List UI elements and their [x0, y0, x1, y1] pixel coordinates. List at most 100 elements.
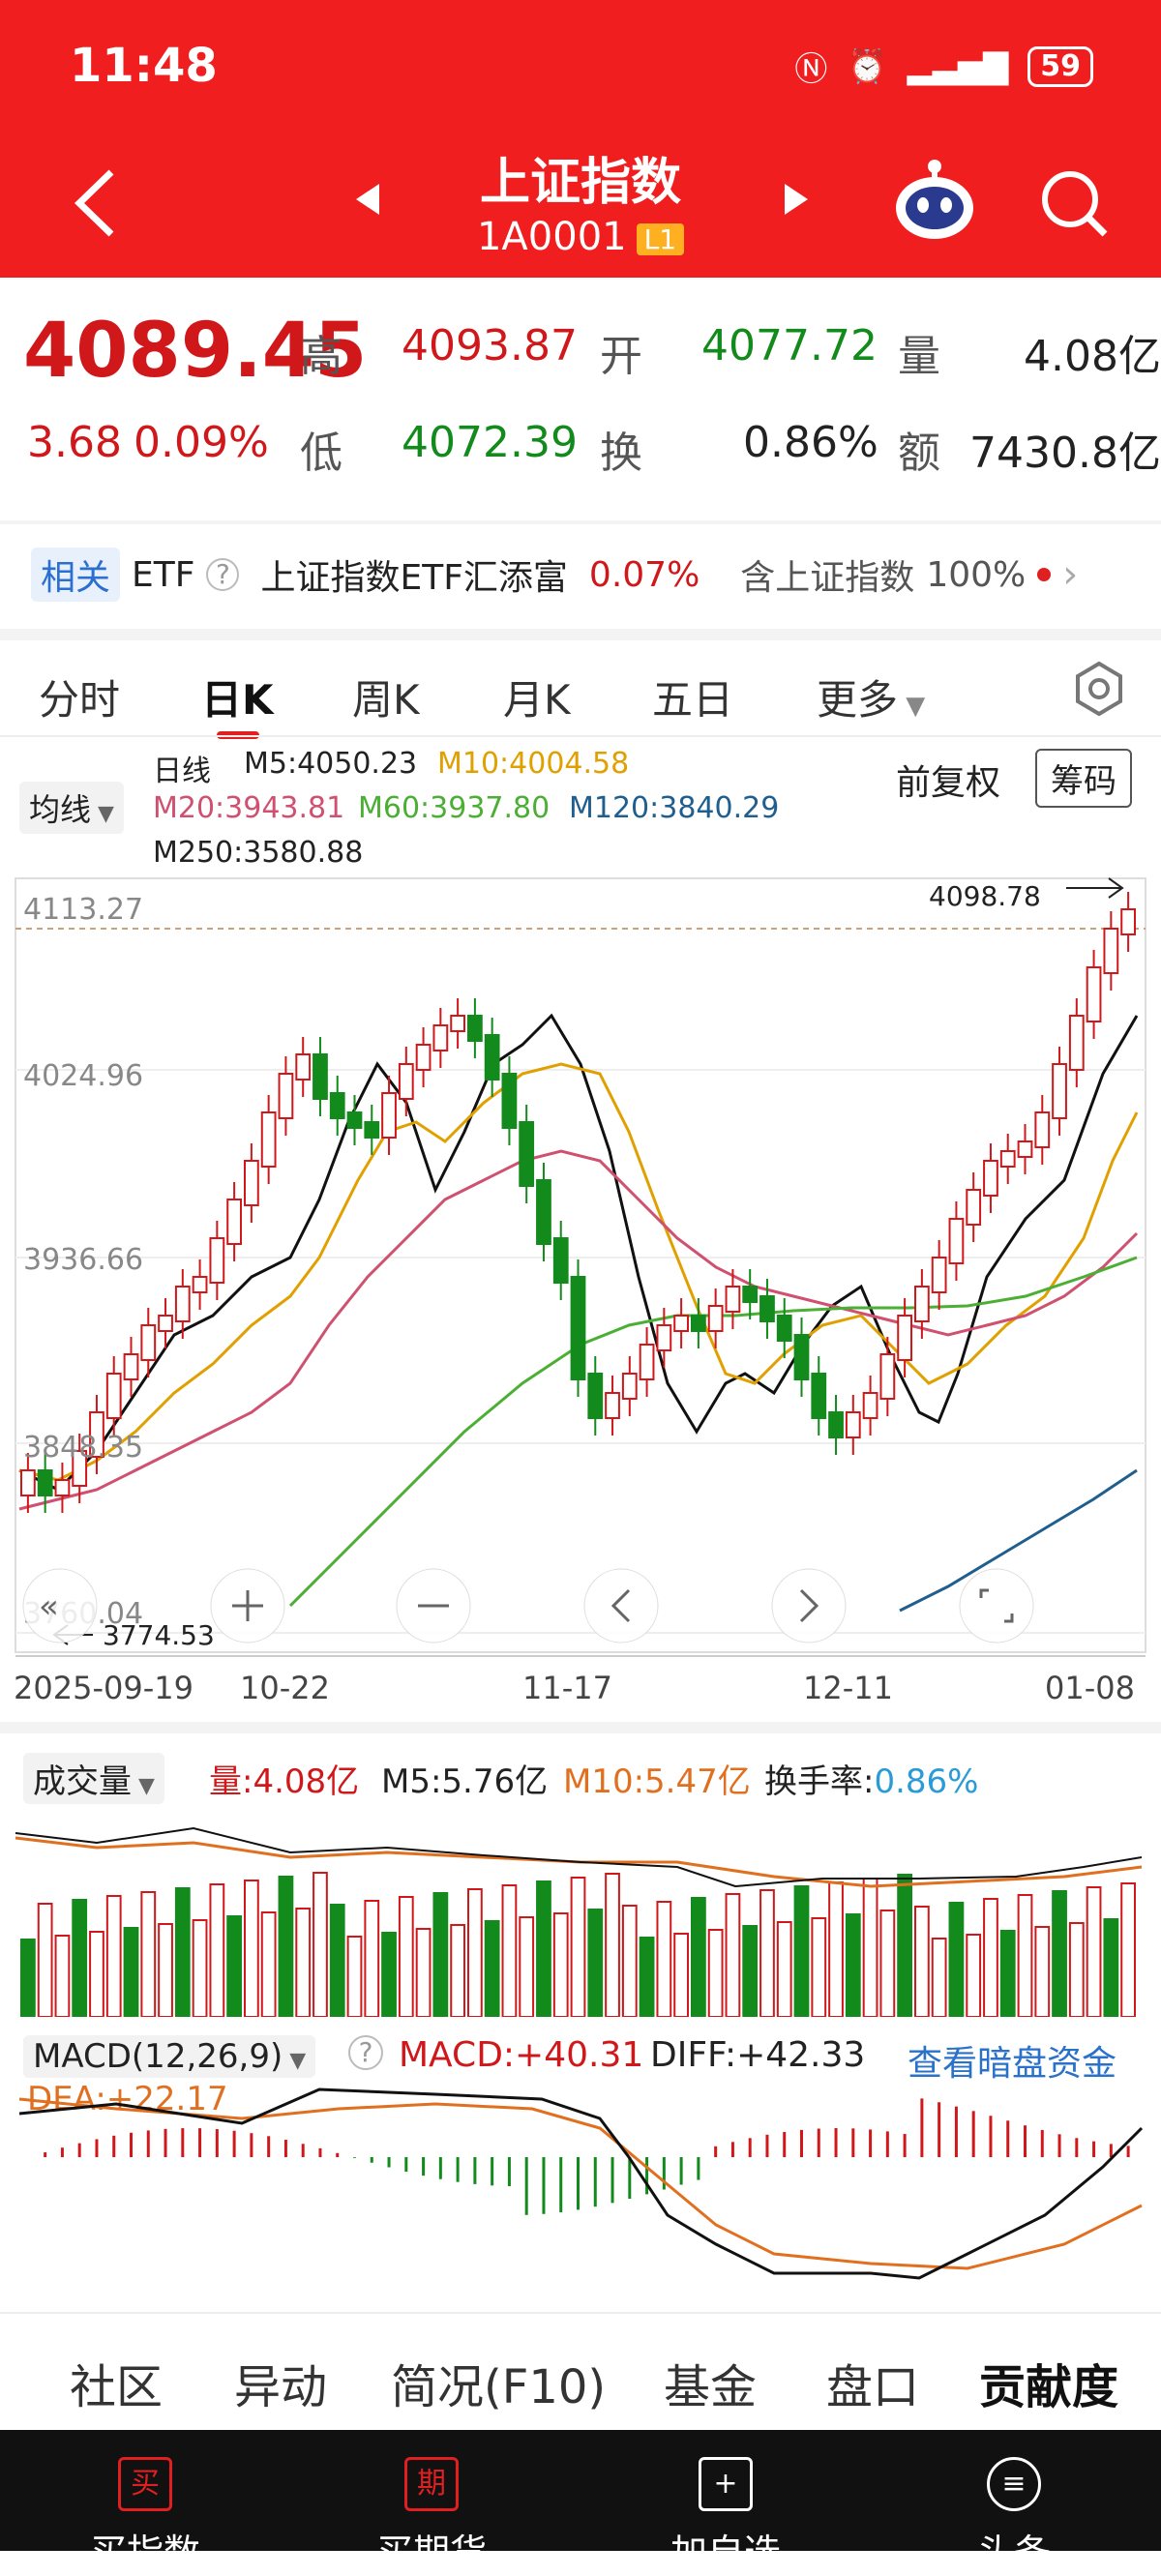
nav-label: 加自选 [670, 2532, 781, 2574]
high-label: 高 [300, 332, 342, 381]
candle-body [174, 1286, 191, 1322]
candle-body [89, 1411, 104, 1458]
macd-selector[interactable]: MACD(12,26,9) ▼ [23, 2035, 316, 2078]
tab-community[interactable]: 社区 [70, 2360, 164, 2414]
volume-bar [793, 1885, 810, 2017]
tab-monthly-k[interactable]: 月K [503, 676, 571, 724]
etf-contains: 含上证指数 [740, 558, 915, 598]
candlestick-chart[interactable]: 4113.27 4024.96 3936.66 3848.35 3760.04 … [0, 871, 1161, 1703]
settings-icon[interactable] [1070, 660, 1128, 718]
nav-headlines[interactable]: ≡ 头条 [917, 2430, 1111, 2576]
robot-assistant-icon[interactable] [892, 155, 977, 242]
volume-bar [1086, 1886, 1102, 2017]
candle-body [1086, 966, 1102, 1022]
next-stock-icon[interactable] [779, 180, 814, 219]
previous-button[interactable] [583, 1568, 659, 1643]
volume-bar [948, 1902, 965, 2017]
tab-fund[interactable]: 基金 [664, 2360, 758, 2414]
amount-value: 7430.8亿 [969, 429, 1161, 478]
date-label: 2025-09-19 [14, 1670, 194, 1703]
price-axis-label: 4113.27 [23, 893, 143, 927]
candle-body [897, 1315, 913, 1361]
candle-body [931, 1257, 947, 1293]
scroll-left-button[interactable]: « [22, 1568, 98, 1643]
back-icon[interactable] [68, 164, 126, 242]
candle-body [140, 1324, 157, 1361]
page-title: 上证指数 [479, 154, 681, 212]
fullscreen-button[interactable] [959, 1568, 1034, 1643]
candle-body [105, 1373, 122, 1419]
caret-down-icon: ▼ [898, 692, 926, 721]
volume-bar [759, 1889, 775, 2017]
volume-bar [1103, 1918, 1119, 2017]
ma10-value: M10:4004.58 [437, 747, 630, 781]
tab-contribution[interactable]: 贡献度 [979, 2360, 1119, 2414]
volume-bar [776, 1921, 792, 2017]
volume-bar [484, 1920, 500, 2017]
date-label: 10-22 [240, 1670, 330, 1703]
candle-body [295, 1053, 312, 1081]
candle-body [707, 1305, 724, 1332]
tab-five-day[interactable]: 五日 [652, 676, 734, 724]
help-icon[interactable]: ? [348, 2035, 383, 2070]
buy-icon: 买 [118, 2457, 172, 2511]
volume-bar [656, 1901, 672, 2017]
svg-text:«: « [39, 1587, 59, 1626]
macd-selector-label: MACD(12,26,9) [33, 2037, 283, 2076]
date-label: 12-11 [803, 1670, 893, 1703]
ma20-value: M20:3943.81 [153, 791, 345, 825]
date-label: 01-08 [1045, 1670, 1135, 1703]
nav-buy-index[interactable]: 买买指数 [48, 2430, 242, 2576]
candle-body [346, 1111, 363, 1129]
zoom-in-button[interactable] [210, 1568, 285, 1643]
candle-body [278, 1073, 294, 1119]
volume-bar [295, 1908, 312, 2017]
macd-chart[interactable] [0, 2070, 1161, 2302]
candle-body [656, 1324, 672, 1351]
volume-bar [54, 1935, 71, 2017]
search-icon[interactable] [1035, 164, 1113, 242]
volume-selector[interactable]: 成交量 ▼ [23, 1753, 164, 1804]
divider [0, 520, 1161, 524]
adjust-mode[interactable]: 前复权 [896, 763, 1001, 803]
zoom-out-button[interactable] [396, 1568, 471, 1643]
candle-body [725, 1286, 741, 1313]
prev-stock-icon[interactable] [350, 180, 385, 219]
macd-value: MACD:+40.31 [399, 2035, 644, 2075]
candle-body [552, 1237, 569, 1284]
ma120-value: M120:3840.29 [569, 791, 780, 825]
next-button[interactable] [771, 1568, 847, 1643]
tab-order-book[interactable]: 盘口 [826, 2360, 920, 2414]
tab-daily-k[interactable]: 日K [201, 676, 274, 724]
tab-intraday[interactable]: 分时 [39, 676, 121, 724]
chart-tabs: 分时 日K 周K 月K 五日 更多 ▼ [0, 629, 1161, 747]
tab-more[interactable]: 更多 ▼ [817, 667, 925, 726]
ma-selector[interactable]: 均线 ▼ [19, 782, 124, 834]
price-change-pct: 0.09% [134, 418, 269, 467]
related-etf-row[interactable]: 相关 ETF ? 上证指数ETF汇添富 0.07% 含上证指数 100% › [31, 548, 1078, 602]
app-header: 11:48 Ⓝ ⏰ ▂▃▅▇ 59 上证指数 1A0001 L1 [0, 0, 1161, 278]
high-value: 4093.87 [402, 321, 578, 370]
help-icon[interactable]: ? [206, 558, 240, 591]
low-mark-label: 3774.53 [103, 1619, 215, 1651]
volume-m10: M10:5.47亿 [563, 1762, 751, 1801]
dark-pool-link[interactable]: 查看暗盘资金 [908, 2044, 1117, 2084]
volume-bar [432, 1892, 449, 2017]
candle-body [966, 1189, 982, 1226]
candle-body [621, 1373, 638, 1400]
tab-movement[interactable]: 异动 [234, 2360, 328, 2414]
volume-bar [519, 1916, 535, 2017]
tab-f10-profile[interactable]: 简况(F10) [391, 2360, 607, 2414]
candle-body [209, 1237, 225, 1284]
candle-body [1068, 1015, 1085, 1071]
chips-button[interactable]: 筹码 [1035, 749, 1132, 808]
nav-buy-futures[interactable]: 期买期货 [335, 2430, 528, 2576]
volume-bar [1017, 1894, 1033, 2017]
candle-body [381, 1092, 397, 1139]
volume-bar [105, 1895, 122, 2017]
volume-bar [313, 1872, 328, 2017]
volume-chart[interactable] [0, 1809, 1161, 2017]
tab-weekly-k[interactable]: 周K [352, 676, 420, 724]
nav-add-watchlist[interactable]: + 加自选 [629, 2430, 822, 2576]
volume-bar [364, 1900, 380, 2017]
